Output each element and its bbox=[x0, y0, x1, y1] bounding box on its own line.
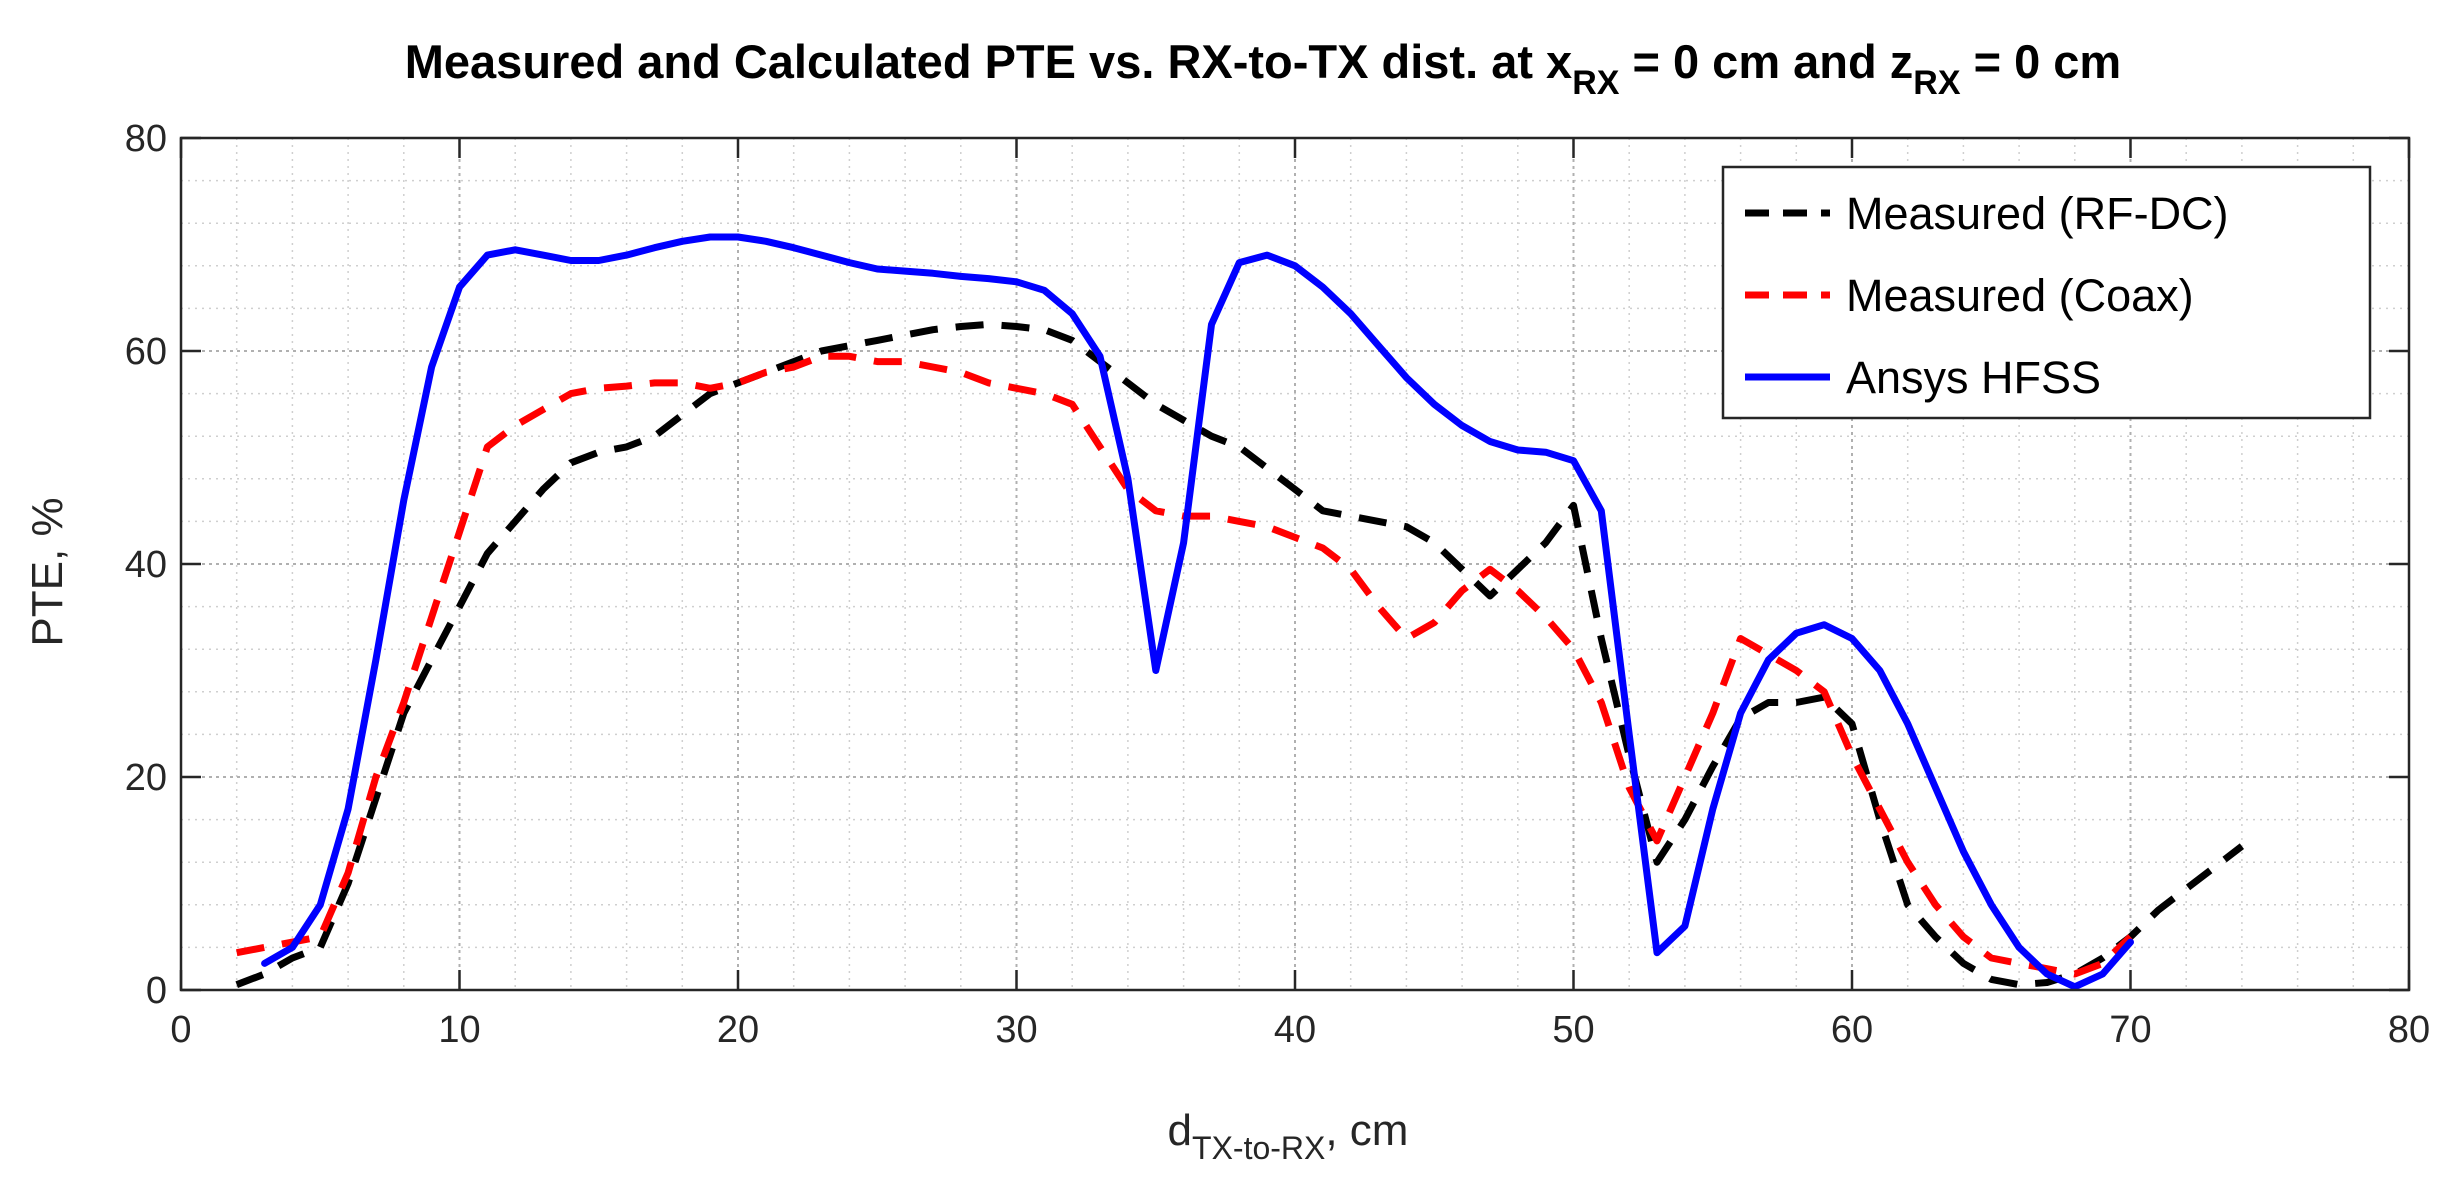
x-tick-labels: 0 10 20 30 40 50 60 70 80 bbox=[170, 1009, 2430, 1051]
y-tick-label: 80 bbox=[125, 118, 167, 160]
legend-label: Measured (Coax) bbox=[1846, 270, 2194, 321]
x-tick-label: 70 bbox=[2109, 1009, 2151, 1051]
chart-title: Measured and Calculated PTE vs. RX-to-TX… bbox=[405, 35, 2121, 102]
x-axis-label: dTX-to-RX, cm bbox=[1168, 1106, 1409, 1166]
y-tick-label: 40 bbox=[125, 544, 167, 586]
tick-marks bbox=[179, 136, 2411, 992]
series-line-measured-rf-dc bbox=[235, 320, 2245, 989]
y-tick-label: 0 bbox=[146, 970, 167, 1012]
legend-label: Measured (RF-DC) bbox=[1846, 188, 2229, 239]
x-tick-label: 60 bbox=[1831, 1009, 1873, 1051]
x-tick-label: 0 bbox=[170, 1009, 191, 1051]
x-tick-label: 50 bbox=[1552, 1009, 1594, 1051]
y-tick-labels: 0 20 40 60 80 bbox=[125, 118, 167, 1012]
x-tick-label: 10 bbox=[438, 1009, 480, 1051]
y-tick-label: 20 bbox=[125, 757, 167, 799]
y-tick-label: 60 bbox=[125, 331, 167, 373]
legend-label: Ansys HFSS bbox=[1846, 352, 2101, 403]
x-tick-label: 20 bbox=[717, 1009, 759, 1051]
x-tick-label: 30 bbox=[995, 1009, 1037, 1051]
x-tick-label: 80 bbox=[2388, 1009, 2430, 1051]
x-tick-label: 40 bbox=[1274, 1009, 1316, 1051]
series-line-ansys-hfss bbox=[261, 233, 2134, 991]
y-axis-label: PTE, % bbox=[23, 497, 72, 646]
legend: Measured (RF-DC) Measured (Coax) Ansys HFS… bbox=[1721, 165, 2372, 420]
legend-box bbox=[1721, 165, 2372, 420]
series-layer bbox=[235, 233, 2245, 991]
